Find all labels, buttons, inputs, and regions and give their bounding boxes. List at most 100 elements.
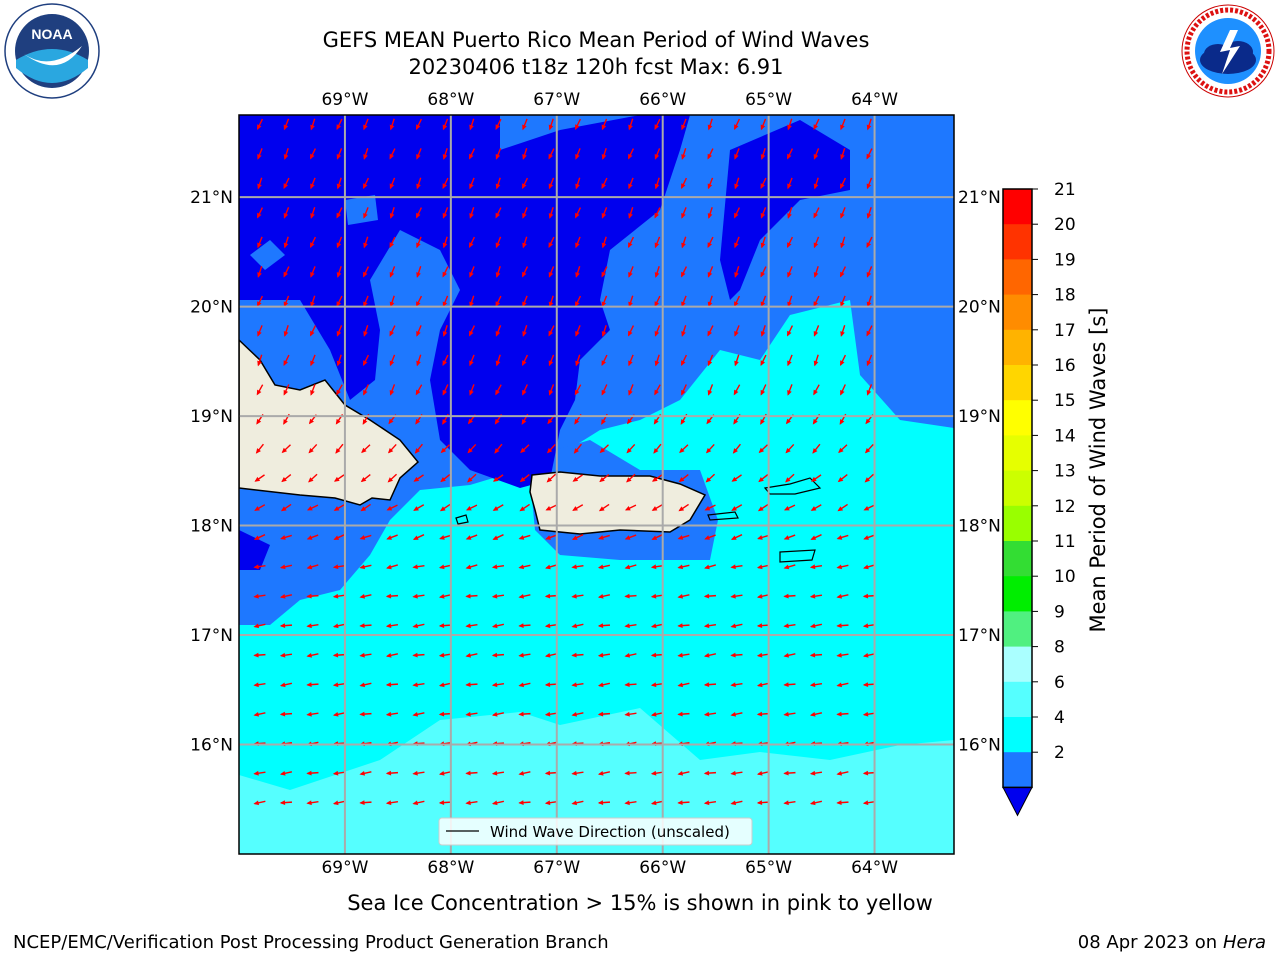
wind-arrow bbox=[650, 770, 664, 776]
noaa-logo: NOAA bbox=[4, 3, 100, 99]
wind-arrow bbox=[571, 564, 584, 570]
wind-arrow bbox=[624, 682, 637, 687]
wind-arrow bbox=[813, 325, 820, 337]
colorbar-extend bbox=[1002, 786, 1033, 817]
wind-arrow bbox=[601, 266, 608, 278]
wind-arrow bbox=[809, 711, 823, 717]
wind-arrow bbox=[628, 266, 634, 278]
wind-arrow bbox=[624, 770, 637, 776]
wind-arrow bbox=[544, 770, 558, 776]
wind-arrow bbox=[732, 443, 741, 454]
lon-label-top: 64°W bbox=[851, 90, 898, 110]
lon-label-bottom: 64°W bbox=[851, 858, 898, 878]
wind-arrow bbox=[677, 623, 690, 628]
wind-arrow bbox=[467, 443, 477, 454]
wind-arrow bbox=[862, 800, 876, 806]
lat-label-right: 20°N bbox=[958, 298, 1001, 318]
wind-arrow bbox=[677, 534, 690, 540]
wind-arrow bbox=[756, 770, 770, 776]
wind-arrow bbox=[469, 207, 475, 219]
wind-arrow bbox=[601, 207, 608, 219]
wind-arrow bbox=[359, 800, 372, 805]
wind-arrow bbox=[756, 800, 770, 805]
wind-arrow bbox=[681, 236, 687, 249]
wind-arrow bbox=[703, 593, 717, 599]
wind-arrow bbox=[389, 266, 396, 278]
wind-arrow bbox=[310, 384, 316, 396]
lon-label-top: 69°W bbox=[321, 90, 368, 110]
colorbar-tick-label: 13 bbox=[1054, 462, 1076, 482]
wind-arrow bbox=[280, 534, 292, 540]
wind-arrow bbox=[756, 564, 770, 570]
wind-arrow bbox=[624, 534, 637, 540]
wind-arrow bbox=[575, 266, 581, 278]
wind-arrow bbox=[254, 504, 266, 511]
wind-arrow bbox=[439, 534, 451, 540]
wind-arrow bbox=[548, 384, 555, 396]
wind-arrow bbox=[681, 207, 687, 219]
wind-arrow bbox=[389, 148, 396, 160]
wind-arrow bbox=[654, 236, 661, 249]
wind-arrow bbox=[465, 593, 478, 599]
wind-arrow bbox=[412, 564, 425, 570]
wind-arrow bbox=[310, 354, 316, 367]
wind-arrow bbox=[491, 623, 505, 629]
colorbar-box bbox=[1003, 365, 1032, 401]
wind-arrow bbox=[677, 564, 690, 570]
wind-arrow bbox=[707, 325, 714, 337]
wind-arrow bbox=[332, 593, 346, 599]
wind-arrow bbox=[862, 682, 876, 687]
lon-label-top: 67°W bbox=[533, 90, 580, 110]
wind-arrow bbox=[412, 534, 425, 540]
wind-arrow bbox=[256, 384, 264, 396]
wind-arrow bbox=[465, 770, 478, 776]
wind-arrow bbox=[387, 443, 397, 454]
wind-arrow bbox=[359, 534, 372, 540]
wind-arrow bbox=[707, 266, 714, 278]
wind-arrow bbox=[495, 236, 502, 249]
wind-arrow bbox=[522, 148, 528, 160]
wind-arrow bbox=[548, 118, 554, 131]
wind-arrow bbox=[495, 384, 502, 396]
wind-arrow bbox=[809, 593, 823, 599]
wind-arrow bbox=[465, 504, 478, 511]
lon-label-bottom: 66°W bbox=[639, 858, 686, 878]
wind-arrow bbox=[734, 236, 740, 249]
wind-arrow bbox=[438, 770, 452, 776]
wind-arrow bbox=[680, 266, 688, 278]
colorbar-tick-label: 11 bbox=[1054, 532, 1076, 552]
wind-arrow bbox=[760, 118, 767, 131]
wind-arrow bbox=[308, 443, 318, 454]
wind-arrow bbox=[332, 682, 346, 688]
wind-arrow bbox=[306, 623, 319, 629]
colorbar-box bbox=[1003, 470, 1032, 507]
wind-arrow bbox=[548, 207, 554, 219]
wind-arrow bbox=[626, 443, 636, 454]
wind-arrow bbox=[385, 770, 399, 776]
wind-arrow bbox=[415, 118, 423, 131]
wind-arrow bbox=[733, 207, 741, 219]
wind-arrow bbox=[363, 236, 369, 249]
wind-arrow bbox=[363, 384, 369, 396]
wind-arrow bbox=[283, 354, 290, 367]
wind-arrow bbox=[416, 354, 422, 367]
wind-arrow bbox=[310, 207, 316, 219]
wind-arrow bbox=[734, 266, 740, 278]
wind-arrow bbox=[279, 770, 293, 776]
wind-arrow bbox=[389, 354, 396, 367]
colorbar-box bbox=[1003, 259, 1032, 296]
wind-arrow bbox=[491, 652, 505, 658]
footer-host: Hera bbox=[1222, 932, 1266, 953]
colorbar-box bbox=[1003, 717, 1032, 753]
wind-arrow bbox=[574, 118, 582, 131]
colorbar-tick-label: 12 bbox=[1054, 497, 1076, 517]
wind-arrow bbox=[734, 148, 740, 160]
wind-arrow bbox=[836, 623, 849, 628]
wind-arrow bbox=[544, 623, 558, 629]
wind-arrow bbox=[760, 148, 766, 160]
wind-arrow bbox=[522, 384, 528, 396]
wind-arrow bbox=[442, 118, 449, 131]
wind-arrow bbox=[681, 384, 687, 396]
wind-arrow bbox=[866, 354, 873, 367]
wind-arrow bbox=[386, 564, 398, 570]
